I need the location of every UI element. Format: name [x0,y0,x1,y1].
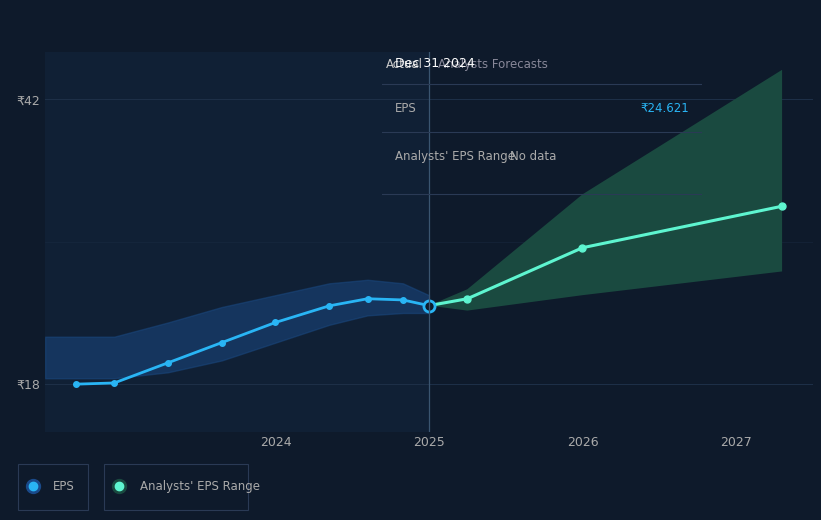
Text: Analysts Forecasts: Analysts Forecasts [438,58,548,71]
Polygon shape [429,70,782,310]
Text: Actual: Actual [386,58,423,71]
Text: Analysts' EPS Range: Analysts' EPS Range [140,479,259,493]
Text: Dec 31 2024: Dec 31 2024 [395,57,475,70]
Text: Analysts' EPS Range: Analysts' EPS Range [395,150,515,163]
Text: No data: No data [510,150,556,163]
Text: ₹24.621: ₹24.621 [640,101,689,114]
Text: EPS: EPS [53,479,75,493]
Bar [45,52,429,432]
Text: EPS: EPS [395,101,416,114]
